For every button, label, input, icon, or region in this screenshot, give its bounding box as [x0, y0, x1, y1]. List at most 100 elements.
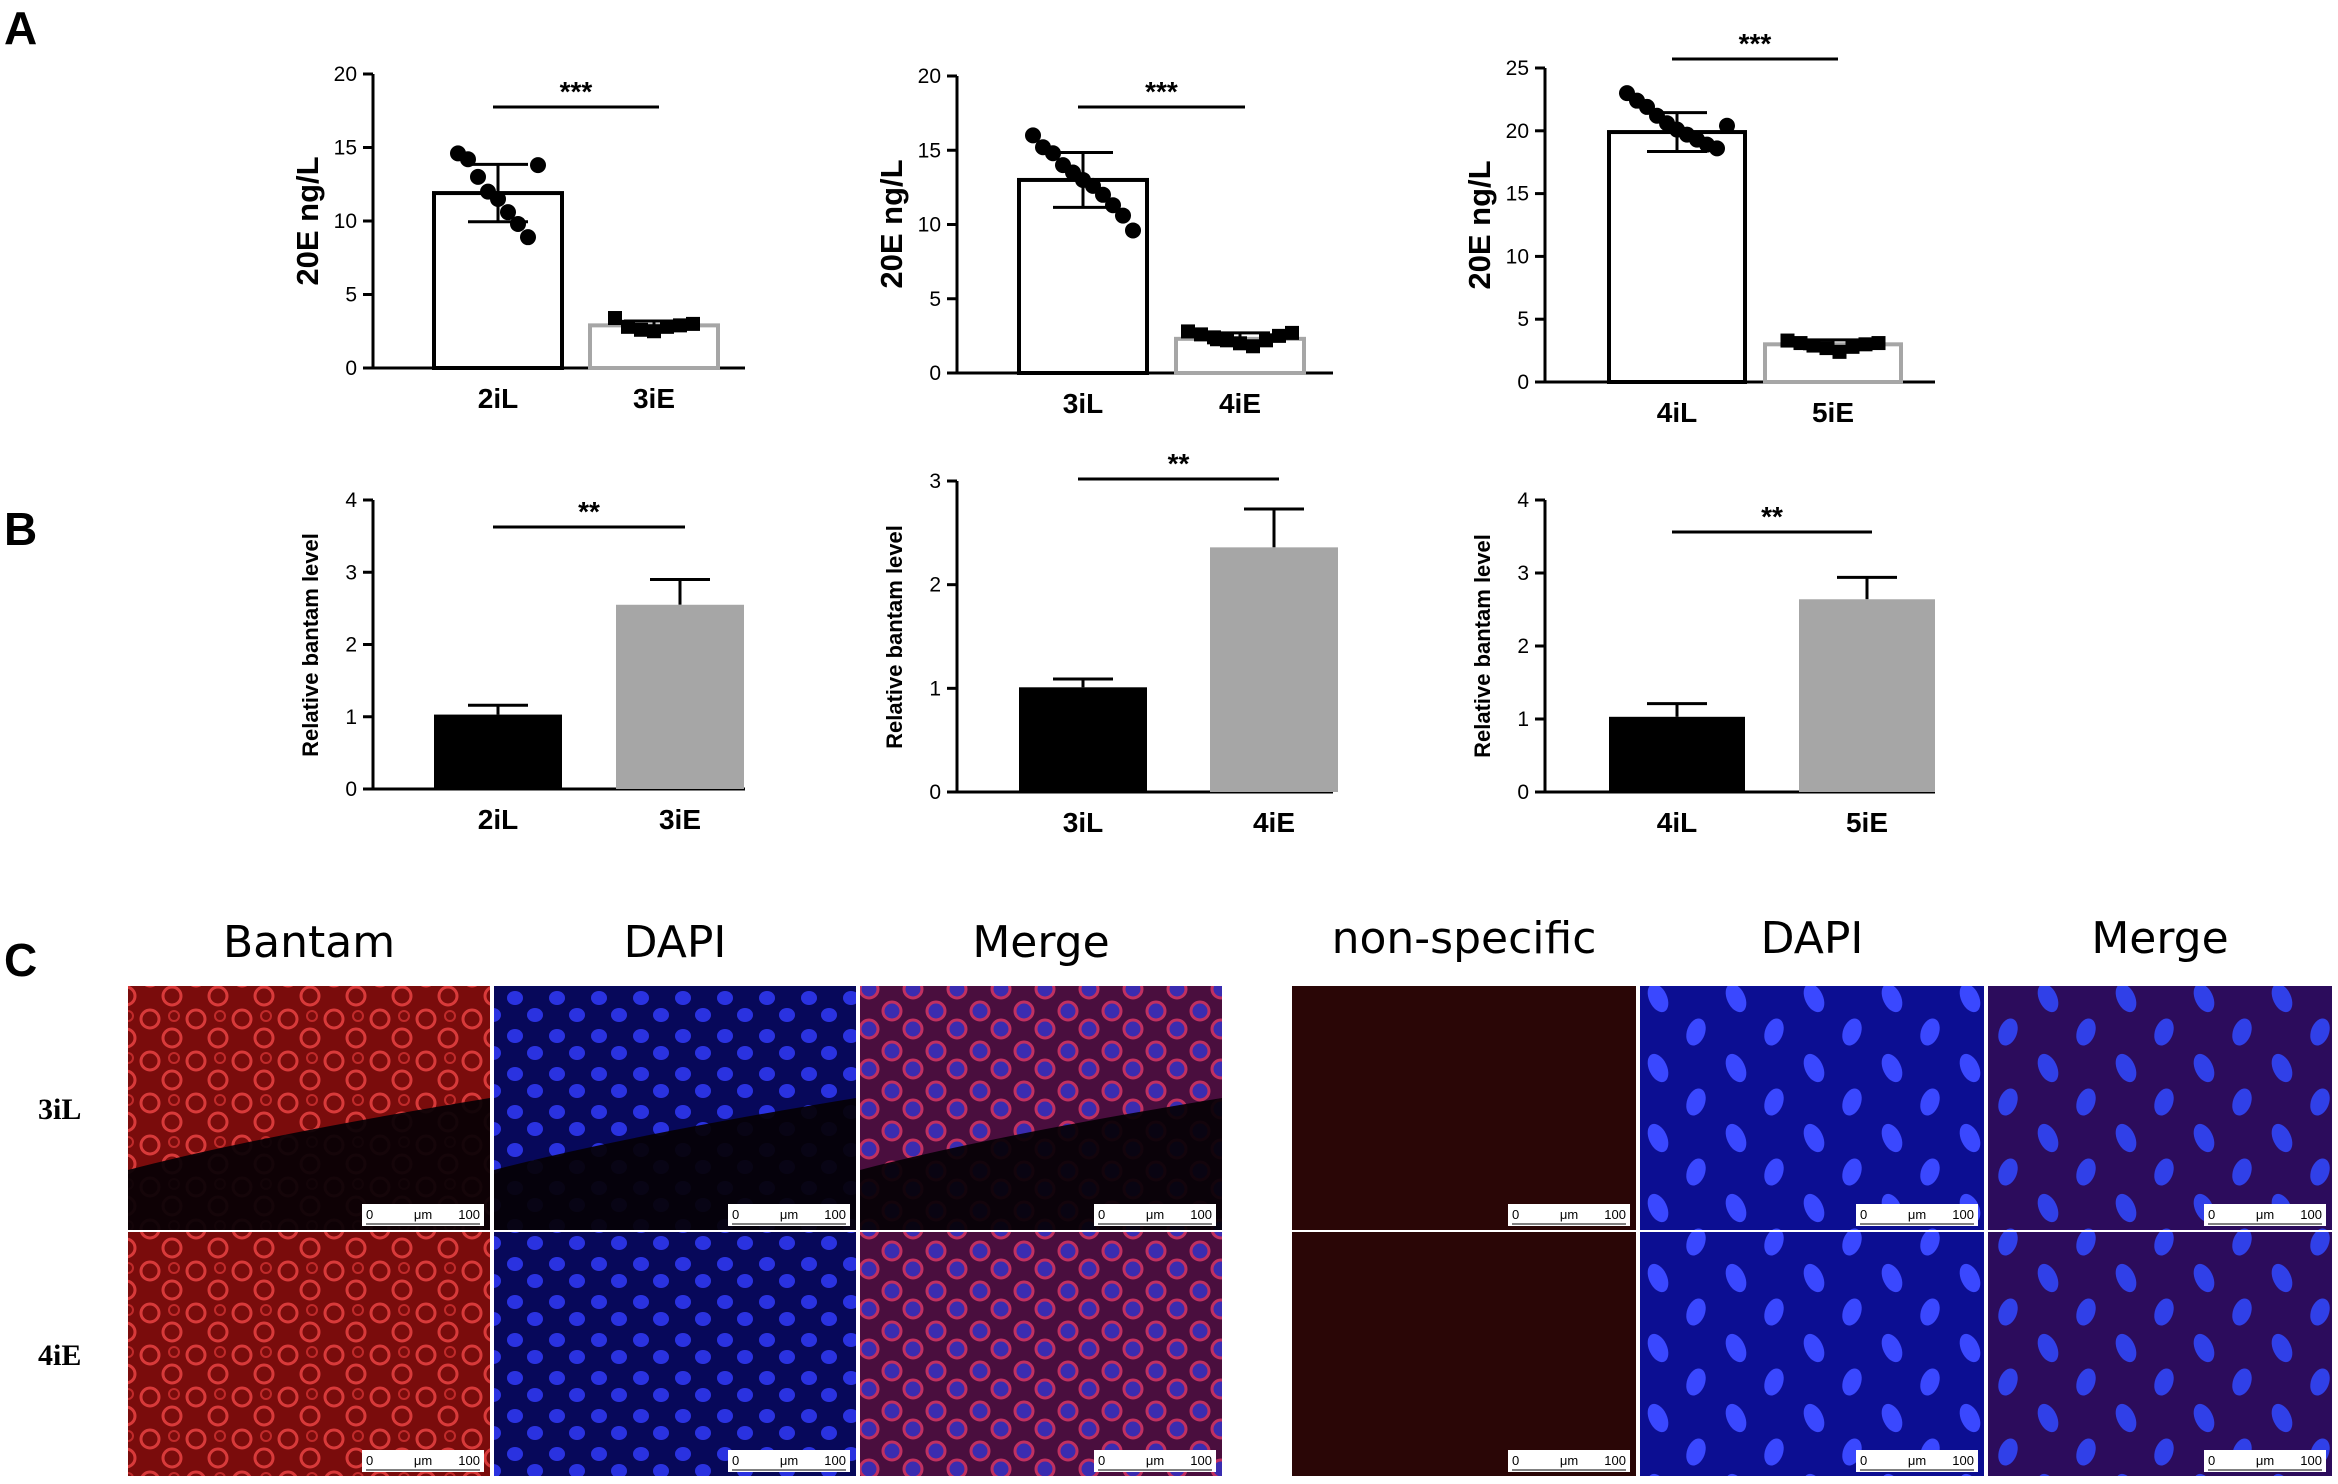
- scale-bar-box: [362, 1204, 484, 1226]
- y-axis-label: Relative bantam level: [882, 525, 907, 749]
- y-axis-label: Relative bantam level: [1470, 534, 1495, 758]
- data-point: [1220, 333, 1234, 348]
- micrograph-tile: 0 μm 100: [128, 986, 490, 1230]
- scale-bar-end: 100: [1604, 1207, 1626, 1222]
- scale-bar-start: 0: [366, 1453, 373, 1468]
- column-header: DAPI: [1761, 913, 1864, 964]
- y-tick-label: 5: [345, 284, 357, 307]
- y-tick-label: 15: [918, 139, 941, 162]
- micrograph-image: [1640, 986, 1984, 1230]
- y-tick-label: 10: [334, 210, 357, 233]
- scale-bar-box: [1094, 1204, 1216, 1226]
- scale-bar-box: [362, 1450, 484, 1472]
- significance-marker: ***: [560, 76, 593, 107]
- category-label: 4iE: [1219, 388, 1261, 419]
- data-point: [1780, 333, 1795, 348]
- scale-bar-start: 0: [1860, 1207, 1867, 1222]
- data-point: [608, 311, 622, 326]
- category-label: 5iE: [1846, 807, 1888, 838]
- scale-bar-end: 100: [824, 1207, 846, 1222]
- scale-bar-end: 100: [1190, 1453, 1212, 1468]
- data-point: [1259, 333, 1273, 348]
- y-tick-label: 4: [345, 489, 357, 512]
- micrograph-image: [1292, 1232, 1636, 1476]
- data-point: [1832, 344, 1847, 359]
- category-label: 5iE: [1812, 397, 1854, 428]
- category-label: 3iL: [1063, 388, 1103, 419]
- category-label: 3iE: [659, 804, 701, 835]
- category-label: 2iL: [478, 383, 518, 414]
- category-label: 4iL: [1657, 807, 1697, 838]
- micrograph-tile: 0 μm 100: [1640, 986, 1984, 1230]
- data-point: [1819, 341, 1834, 356]
- scale-bar-unit: μm: [1560, 1207, 1578, 1222]
- data-point: [1095, 186, 1111, 203]
- scale-bar-box: [1508, 1204, 1630, 1226]
- chart-5: 0 1 2 3 Relative bantam level 3iL 4iE **: [882, 448, 1338, 838]
- micrograph-tile: 0 μm 100: [128, 1232, 490, 1476]
- scale-bar-box: [2204, 1450, 2326, 1472]
- y-tick-label: 3: [1517, 562, 1529, 585]
- micrograph-tile: 0 μm 100: [860, 1232, 1222, 1476]
- data-point: [1272, 328, 1286, 343]
- y-tick-label: 10: [1506, 245, 1529, 268]
- panel-label-a: A: [4, 2, 37, 54]
- scale-bar-end: 100: [824, 1453, 846, 1468]
- column-header: Merge: [2091, 913, 2228, 964]
- micrograph-tile: 0 μm 100: [1640, 1232, 1984, 1476]
- scale-bar-box: [1094, 1450, 1216, 1472]
- y-axis-label: Relative bantam level: [298, 533, 323, 757]
- data-point: [520, 229, 536, 246]
- data-point: [1181, 324, 1195, 339]
- bar: [1607, 130, 1747, 384]
- bar: [1609, 716, 1745, 792]
- column-header: Merge: [972, 917, 1109, 968]
- category-label: 3iE: [633, 383, 675, 414]
- scale-bar-unit: μm: [1908, 1453, 1926, 1468]
- micrograph-grid: Bantam DAPI Merge non-specific DAPI Merge 3iL 4…: [38, 913, 2332, 1476]
- micrograph-tile: 0 μm 100: [494, 986, 856, 1230]
- y-tick-label: 1: [345, 706, 357, 729]
- y-tick-label: 20: [334, 63, 357, 86]
- column-header: Bantam: [223, 917, 395, 968]
- category-label: 4iL: [1657, 397, 1697, 428]
- y-tick-label: 20: [1506, 120, 1529, 143]
- micrograph-image: [860, 1232, 1222, 1476]
- bar: [1210, 547, 1338, 792]
- micrograph-tile: 0 μm 100: [860, 986, 1222, 1230]
- row-label: 4iE: [38, 1339, 81, 1372]
- scale-bar-end: 100: [2300, 1207, 2322, 1222]
- bar: [1019, 687, 1147, 792]
- y-tick-label: 5: [1517, 308, 1529, 331]
- data-point: [621, 319, 635, 334]
- scale-bar-unit: μm: [1908, 1207, 1926, 1222]
- y-tick-label: 0: [1517, 781, 1529, 804]
- data-point: [490, 190, 506, 207]
- micrograph-image: [128, 1232, 490, 1476]
- scale-bar-box: [2204, 1204, 2326, 1226]
- data-point: [1871, 336, 1886, 351]
- bar: [434, 714, 562, 789]
- data-point: [1858, 337, 1873, 352]
- significance-marker: **: [1761, 501, 1783, 532]
- y-tick-label: 10: [918, 214, 941, 237]
- scale-bar-start: 0: [1512, 1453, 1519, 1468]
- row-label: 3iL: [38, 1093, 81, 1126]
- data-point: [1025, 127, 1041, 144]
- scale-bar-unit: μm: [1146, 1207, 1164, 1222]
- scale-bar-start: 0: [1098, 1453, 1105, 1468]
- bar: [1799, 599, 1935, 792]
- scale-bar-box: [1856, 1450, 1978, 1472]
- scale-bar-unit: μm: [780, 1453, 798, 1468]
- micrograph-image: [1988, 1232, 2332, 1476]
- scale-bar-end: 100: [458, 1453, 480, 1468]
- y-tick-label: 2: [1517, 635, 1529, 658]
- scale-bar-unit: μm: [2256, 1453, 2274, 1468]
- scale-bar-box: [728, 1450, 850, 1472]
- data-point: [1125, 222, 1141, 239]
- bar: [616, 604, 744, 789]
- data-point: [673, 318, 687, 333]
- scale-bar-end: 100: [2300, 1453, 2322, 1468]
- micrograph-tile: 0 μm 100: [1292, 986, 1636, 1230]
